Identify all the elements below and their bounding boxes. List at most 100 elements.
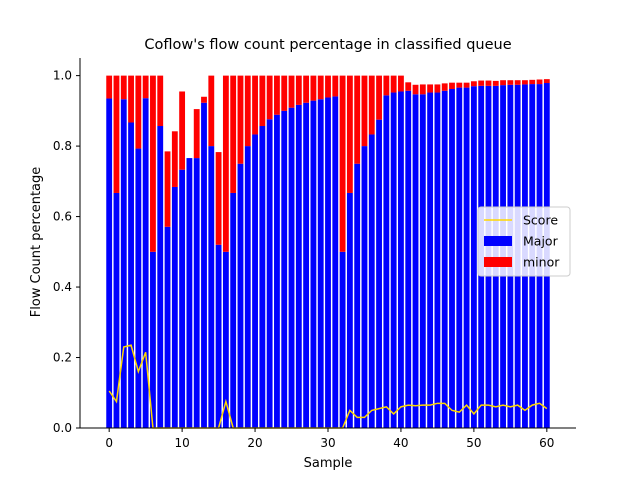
- major-bar: [120, 99, 127, 428]
- minor-bar: [244, 75, 251, 147]
- minor-bar: [150, 75, 156, 252]
- major-bar: [171, 186, 178, 428]
- minor-bar: [128, 75, 134, 123]
- minor-bar: [266, 75, 273, 120]
- major-bar: [259, 126, 266, 428]
- minor-bar: [317, 75, 324, 100]
- minor-bar: [288, 75, 295, 108]
- major-bar: [230, 192, 237, 428]
- x-tick-label: 60: [539, 436, 554, 450]
- major-bar: [244, 146, 251, 428]
- major-bar: [215, 244, 222, 428]
- major-bar: [266, 119, 273, 429]
- minor-bar: [543, 79, 550, 84]
- x-axis-label: Sample: [304, 456, 353, 471]
- minor-bar: [463, 82, 470, 88]
- major-bar: [274, 114, 280, 428]
- y-tick-label: 0.8: [53, 139, 72, 153]
- major-bar: [434, 92, 441, 429]
- minor-bar: [310, 75, 317, 101]
- minor-bar: [113, 75, 120, 193]
- major-bar: [135, 148, 142, 429]
- minor-bar: [332, 75, 339, 97]
- chart-title: Coflow's flow count percentage in classi…: [144, 37, 511, 53]
- minor-bar: [376, 75, 382, 120]
- minor-bar: [449, 82, 455, 90]
- major-bar: [288, 107, 295, 428]
- major-bar: [208, 146, 215, 428]
- minor-bar: [171, 131, 178, 187]
- minor-bar: [522, 80, 528, 85]
- minor-bar: [470, 81, 477, 87]
- minor-bar: [208, 75, 215, 147]
- minor-bar: [193, 109, 200, 159]
- minor-bar: [514, 80, 521, 85]
- minor-bar: [405, 82, 412, 91]
- y-tick-label: 1.0: [53, 69, 72, 83]
- major-bar: [193, 158, 200, 429]
- major-bar: [142, 98, 149, 429]
- major-bar: [106, 98, 113, 429]
- minor-bar: [492, 80, 499, 86]
- minor-bar: [325, 75, 331, 98]
- legend-swatch-major: [484, 236, 512, 246]
- major-bar: [339, 251, 346, 428]
- major-bar: [376, 119, 382, 429]
- legend-label-major: Major: [523, 234, 559, 249]
- major-bar: [128, 122, 134, 428]
- minor-bar: [368, 75, 375, 135]
- y-axis-label: Flow Count percentage: [29, 167, 44, 318]
- x-tick-label: 30: [320, 436, 335, 450]
- major-bar: [164, 226, 171, 428]
- major-bar: [201, 102, 207, 428]
- major-bar: [368, 134, 375, 428]
- axes-group: 0 10 20 30 40 50 60 0.0 0.2 0.4 0.6 0.8 1.0: [53, 58, 576, 450]
- major-bar: [325, 97, 331, 428]
- minor-bar: [120, 75, 127, 100]
- minor-bar: [135, 75, 142, 149]
- major-bar: [222, 251, 229, 428]
- minor-bar: [398, 75, 404, 92]
- major-bar: [303, 102, 310, 428]
- major-bar: [354, 163, 361, 428]
- legend-label-score: Score: [523, 213, 558, 228]
- major-bar: [412, 94, 419, 429]
- legend-swatch-minor: [484, 257, 512, 267]
- minor-bar: [529, 79, 536, 85]
- major-bar: [470, 86, 477, 428]
- minor-bar: [142, 75, 149, 99]
- major-bar: [310, 100, 317, 428]
- minor-bar: [507, 80, 514, 85]
- major-bar: [405, 90, 412, 429]
- minor-bar: [383, 75, 390, 96]
- minor-bar: [222, 75, 229, 252]
- y-tick-label: 0.0: [53, 421, 72, 435]
- major-bar: [113, 192, 120, 428]
- major-bar: [237, 163, 244, 428]
- major-bar: [383, 95, 390, 428]
- minor-bar: [427, 84, 434, 93]
- y-tick-label: 0.6: [53, 210, 72, 224]
- major-bar: [252, 134, 258, 428]
- x-tick-label: 10: [174, 436, 189, 450]
- major-bar: [398, 91, 404, 428]
- legend-label-minor: minor: [523, 255, 560, 270]
- minor-bar: [157, 75, 164, 127]
- minor-bar: [419, 84, 426, 95]
- minor-bar: [354, 75, 361, 164]
- minor-bar: [281, 75, 288, 111]
- minor-bar: [106, 75, 113, 99]
- minor-bar: [478, 80, 485, 86]
- minor-bar: [179, 91, 186, 170]
- major-bar: [317, 99, 324, 428]
- minor-bar: [237, 75, 244, 164]
- major-bar: [390, 92, 397, 429]
- minor-bar: [361, 75, 368, 147]
- minor-bar: [536, 79, 543, 85]
- major-bar: [449, 89, 455, 428]
- major-bar: [186, 158, 193, 429]
- minor-bar: [441, 83, 448, 91]
- minor-bar: [390, 75, 397, 93]
